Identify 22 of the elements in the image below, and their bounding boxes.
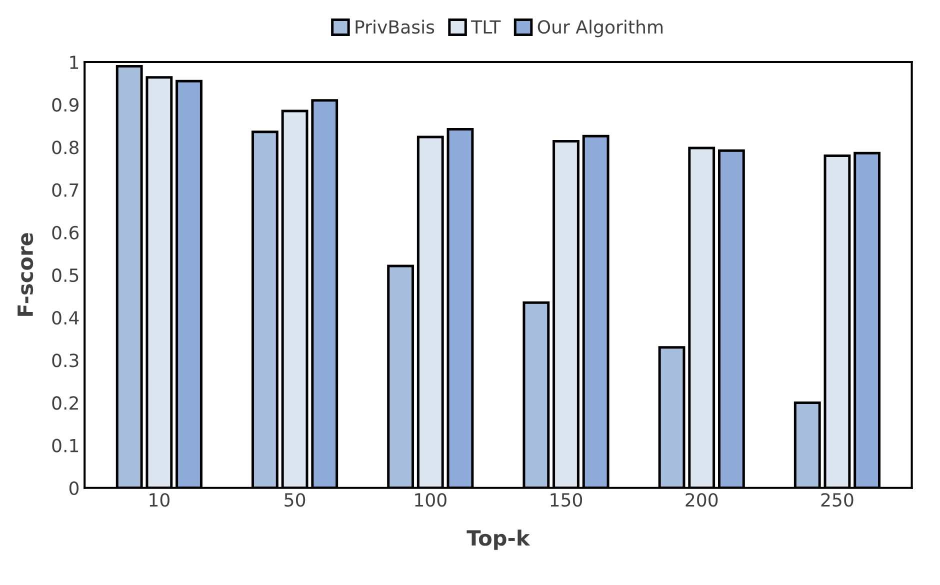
x-tick-label: 100 (415, 493, 446, 507)
y-tick-label: 0.5 (52, 268, 78, 282)
y-tick-label: 0.9 (52, 98, 78, 112)
y-tick-label: 1 (70, 56, 78, 69)
x-tick-label: 10 (150, 493, 170, 507)
x-axis-title: Top-k (466, 530, 530, 550)
y-axis-title: F-score (18, 233, 34, 316)
y-tick-label: 0.1 (52, 438, 78, 452)
legend-label: PrivBasis (356, 20, 434, 34)
x-tick-label: 150 (550, 493, 582, 507)
y-tick-label: 0.3 (52, 354, 78, 368)
x-tick-label: 200 (686, 493, 718, 507)
y-tick-label: 0.8 (52, 140, 79, 154)
y-tick-label: 0.4 (52, 310, 79, 325)
legend-label: TLT (471, 20, 501, 34)
legend-label: Our Algorithm (538, 20, 663, 38)
x-tick-label: 250 (821, 493, 854, 507)
y-tick-label: 0.2 (52, 396, 78, 410)
x-tick-label: 50 (284, 493, 306, 507)
y-tick-label: 0.6 (52, 226, 79, 240)
y-tick-label: 0.7 (52, 183, 78, 197)
y-tick-label: 0 (69, 481, 79, 496)
